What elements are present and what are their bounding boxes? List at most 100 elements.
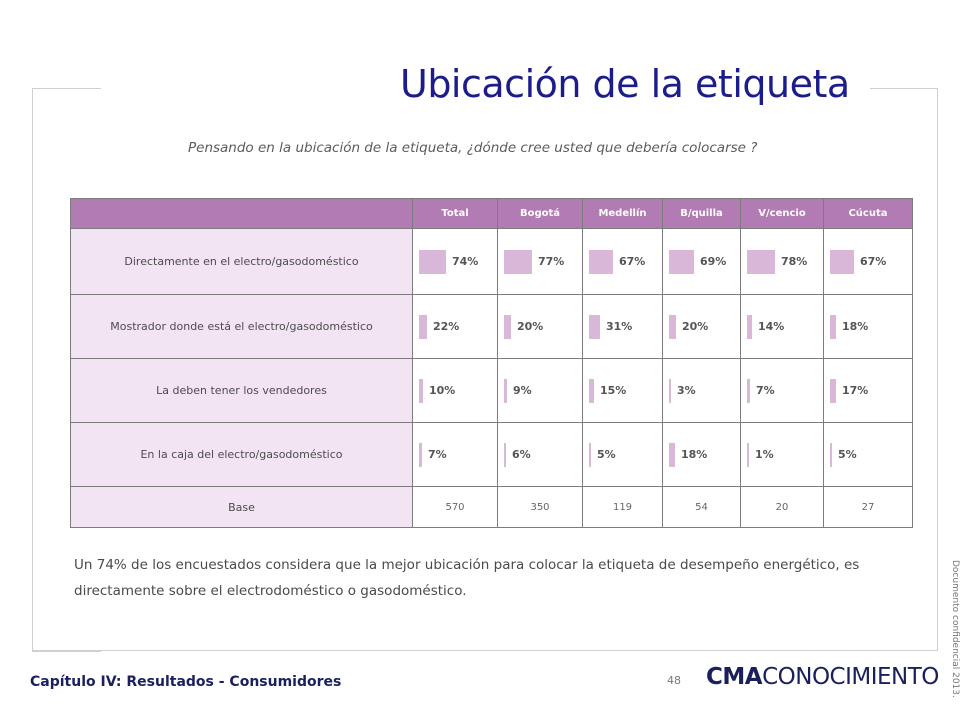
percentage-bar xyxy=(830,314,836,339)
value-cell: 7% xyxy=(412,422,498,487)
percentage-label: 31% xyxy=(606,320,633,333)
percentage-bar xyxy=(747,249,775,274)
value-cell: 20% xyxy=(662,294,741,359)
value-cell: 69% xyxy=(662,228,741,295)
company-logo: CMACONOCIMIENTO xyxy=(706,664,939,694)
percentage-bar xyxy=(589,249,613,274)
base-label: Base xyxy=(70,486,413,528)
bar-group: 7% xyxy=(419,442,447,468)
value-cell: 6% xyxy=(497,422,583,487)
bar-group: 3% xyxy=(669,378,696,404)
base-value: 570 xyxy=(412,486,498,528)
percentage-bar xyxy=(589,442,591,467)
percentage-label: 3% xyxy=(677,384,696,397)
percentage-label: 67% xyxy=(860,255,887,268)
value-cell: 74% xyxy=(412,228,498,295)
percentage-bar xyxy=(419,249,446,274)
bar-group: 78% xyxy=(747,249,807,275)
bar-group: 5% xyxy=(830,442,857,468)
bar-group: 9% xyxy=(504,378,532,404)
table-row: Directamente en el electro/gasodoméstico… xyxy=(70,228,913,295)
percentage-bar xyxy=(504,314,511,339)
frame-left-border xyxy=(32,88,101,652)
percentage-label: 69% xyxy=(700,255,727,268)
bar-group: 14% xyxy=(747,314,784,340)
percentage-bar xyxy=(504,442,506,467)
percentage-bar xyxy=(747,314,752,339)
row-label: Mostrador donde está el electro/gasodomé… xyxy=(70,294,413,359)
column-header: Medellín xyxy=(582,198,663,229)
percentage-bar xyxy=(419,378,423,403)
percentage-bar xyxy=(669,249,694,274)
bar-group: 10% xyxy=(419,378,455,404)
value-cell: 78% xyxy=(740,228,824,295)
value-cell: 5% xyxy=(582,422,663,487)
value-cell: 18% xyxy=(662,422,741,487)
bar-group: 31% xyxy=(589,314,632,340)
percentage-label: 17% xyxy=(842,384,869,397)
bar-group: 18% xyxy=(669,442,707,468)
percentage-bar xyxy=(747,378,750,403)
value-cell: 1% xyxy=(740,422,824,487)
percentage-bar xyxy=(830,249,854,274)
value-cell: 20% xyxy=(497,294,583,359)
percentage-bar xyxy=(504,249,532,274)
frame-bottom-border xyxy=(32,650,937,651)
percentage-bar xyxy=(830,442,832,467)
base-value: 20 xyxy=(740,486,824,528)
value-cell: 67% xyxy=(823,228,913,295)
bar-group: 5% xyxy=(589,442,616,468)
percentage-bar xyxy=(669,314,676,339)
value-cell: 3% xyxy=(662,358,741,423)
bar-group: 77% xyxy=(504,249,564,275)
confidential-note: Documento confidencial 2013. xyxy=(950,560,960,698)
base-value: 119 xyxy=(582,486,663,528)
base-row: Base 570 350 119 54 20 27 xyxy=(70,486,913,528)
value-cell: 18% xyxy=(823,294,913,359)
value-cell: 67% xyxy=(582,228,663,295)
value-cell: 14% xyxy=(740,294,824,359)
logo-light-text: CONOCIMIENTO xyxy=(762,664,939,690)
results-table: Total Bogotá Medellín B/quilla V/cencio … xyxy=(70,198,913,528)
bar-group: 22% xyxy=(419,314,459,340)
percentage-label: 5% xyxy=(597,448,616,461)
value-cell: 15% xyxy=(582,358,663,423)
bar-group: 69% xyxy=(669,249,726,275)
percentage-label: 20% xyxy=(682,320,709,333)
bar-group: 15% xyxy=(589,378,626,404)
percentage-label: 78% xyxy=(781,255,808,268)
percentage-label: 9% xyxy=(513,384,532,397)
percentage-label: 7% xyxy=(756,384,775,397)
bar-group: 20% xyxy=(669,314,708,340)
percentage-bar xyxy=(830,378,836,403)
logo-bold-text: CMA xyxy=(706,664,763,690)
base-value: 350 xyxy=(497,486,583,528)
frame-right-border xyxy=(870,88,938,651)
percentage-bar xyxy=(419,442,422,467)
percentage-label: 20% xyxy=(517,320,544,333)
bar-group: 18% xyxy=(830,314,868,340)
table-row: Mostrador donde está el electro/gasodomé… xyxy=(70,294,913,359)
bar-group: 74% xyxy=(419,249,478,275)
bar-group: 7% xyxy=(747,378,775,404)
survey-question: Pensando en la ubicación de la etiqueta,… xyxy=(188,140,758,156)
column-header: Total xyxy=(412,198,498,229)
percentage-bar xyxy=(669,442,675,467)
percentage-label: 77% xyxy=(538,255,565,268)
value-cell: 10% xyxy=(412,358,498,423)
row-label: En la caja del electro/gasodoméstico xyxy=(70,422,413,487)
column-header: B/quilla xyxy=(662,198,741,229)
value-cell: 22% xyxy=(412,294,498,359)
bar-group: 20% xyxy=(504,314,543,340)
column-header: Cúcuta xyxy=(823,198,913,229)
chapter-label: Capítulo IV: Resultados - Consumidores xyxy=(30,674,342,690)
value-cell: 9% xyxy=(497,358,583,423)
value-cell: 5% xyxy=(823,422,913,487)
table-row: La deben tener los vendedores 10% 9% 15% 3% 7… xyxy=(70,358,913,423)
row-label: Directamente en el electro/gasodoméstico xyxy=(70,228,413,295)
column-header: V/cencio xyxy=(740,198,824,229)
percentage-label: 22% xyxy=(433,320,460,333)
header-corner xyxy=(70,198,413,229)
value-cell: 77% xyxy=(497,228,583,295)
percentage-bar xyxy=(747,442,749,467)
